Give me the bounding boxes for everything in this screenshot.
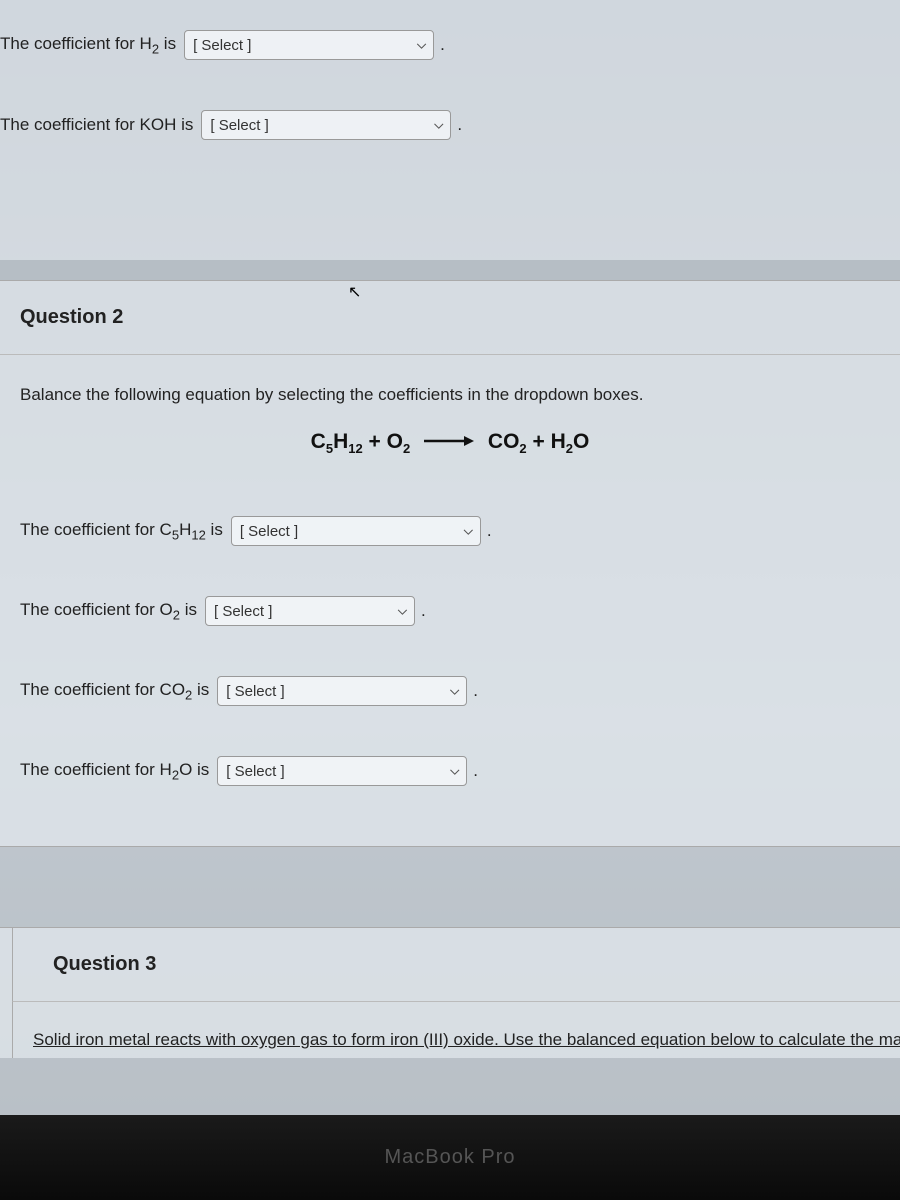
- h2o-select-wrapper: [ Select ]: [209, 756, 467, 786]
- co2-coefficient-select[interactable]: [ Select ]: [217, 676, 467, 706]
- koh-coefficient-select[interactable]: [ Select ]: [201, 110, 451, 140]
- h2-coefficient-select[interactable]: [ Select ]: [184, 30, 434, 60]
- quiz-content-area: The coefficient for H2 is [ Select ] . T…: [0, 0, 900, 1115]
- h2-label: The coefficient for H2 is: [0, 34, 176, 56]
- period: .: [473, 761, 478, 781]
- o2-coefficient-select[interactable]: [ Select ]: [205, 596, 415, 626]
- question-2-block: Question 2 Balance the following equatio…: [0, 280, 900, 847]
- question-2-body: Balance the following equation by select…: [0, 355, 900, 846]
- laptop-bezel: MacBook Pro: [0, 1115, 900, 1200]
- question-2-header: Question 2: [0, 281, 900, 355]
- koh-select-wrapper: [ Select ]: [193, 110, 451, 140]
- period: .: [457, 115, 462, 135]
- c5h12-coefficient-row: The coefficient for C5H12 is [ Select ] …: [20, 506, 880, 556]
- c5h12-coefficient-select[interactable]: [ Select ]: [231, 516, 481, 546]
- macbook-label: MacBook Pro: [384, 1146, 515, 1169]
- h2-select-wrapper: [ Select ]: [176, 30, 434, 60]
- h2o-coefficient-select[interactable]: [ Select ]: [217, 756, 467, 786]
- chemical-equation: C5H12 + O2 CO2 + H2O: [20, 430, 880, 456]
- period: .: [487, 521, 492, 541]
- reaction-arrow-icon: [424, 430, 474, 454]
- c5h12-select-wrapper: [ Select ]: [223, 516, 481, 546]
- h2-coefficient-row: The coefficient for H2 is [ Select ] .: [0, 20, 900, 70]
- o2-label: The coefficient for O2 is: [20, 600, 197, 622]
- cursor-icon: ↖: [348, 282, 361, 302]
- period: .: [421, 601, 426, 621]
- c5h12-label: The coefficient for C5H12 is: [20, 520, 223, 542]
- question-2-instruction: Balance the following equation by select…: [20, 385, 880, 405]
- co2-select-wrapper: [ Select ]: [209, 676, 467, 706]
- h2o-label: The coefficient for H2O is: [20, 760, 209, 782]
- question-3-header: Question 3: [12, 928, 900, 1002]
- co2-label: The coefficient for CO2 is: [20, 680, 209, 702]
- o2-coefficient-row: The coefficient for O2 is [ Select ] .: [20, 586, 880, 636]
- co2-coefficient-row: The coefficient for CO2 is [ Select ] .: [20, 666, 880, 716]
- question-1-partial: The coefficient for H2 is [ Select ] . T…: [0, 0, 900, 260]
- koh-coefficient-row: The coefficient for KOH is [ Select ] .: [0, 100, 900, 150]
- h2o-coefficient-row: The coefficient for H2O is [ Select ] .: [20, 746, 880, 796]
- period: .: [440, 35, 445, 55]
- question-3-block: Question 3 Solid iron metal reacts with …: [0, 927, 900, 1058]
- period: .: [473, 681, 478, 701]
- question-3-body: Solid iron metal reacts with oxygen gas …: [12, 1002, 900, 1058]
- o2-select-wrapper: [ Select ]: [197, 596, 415, 626]
- koh-label: The coefficient for KOH is: [0, 115, 193, 135]
